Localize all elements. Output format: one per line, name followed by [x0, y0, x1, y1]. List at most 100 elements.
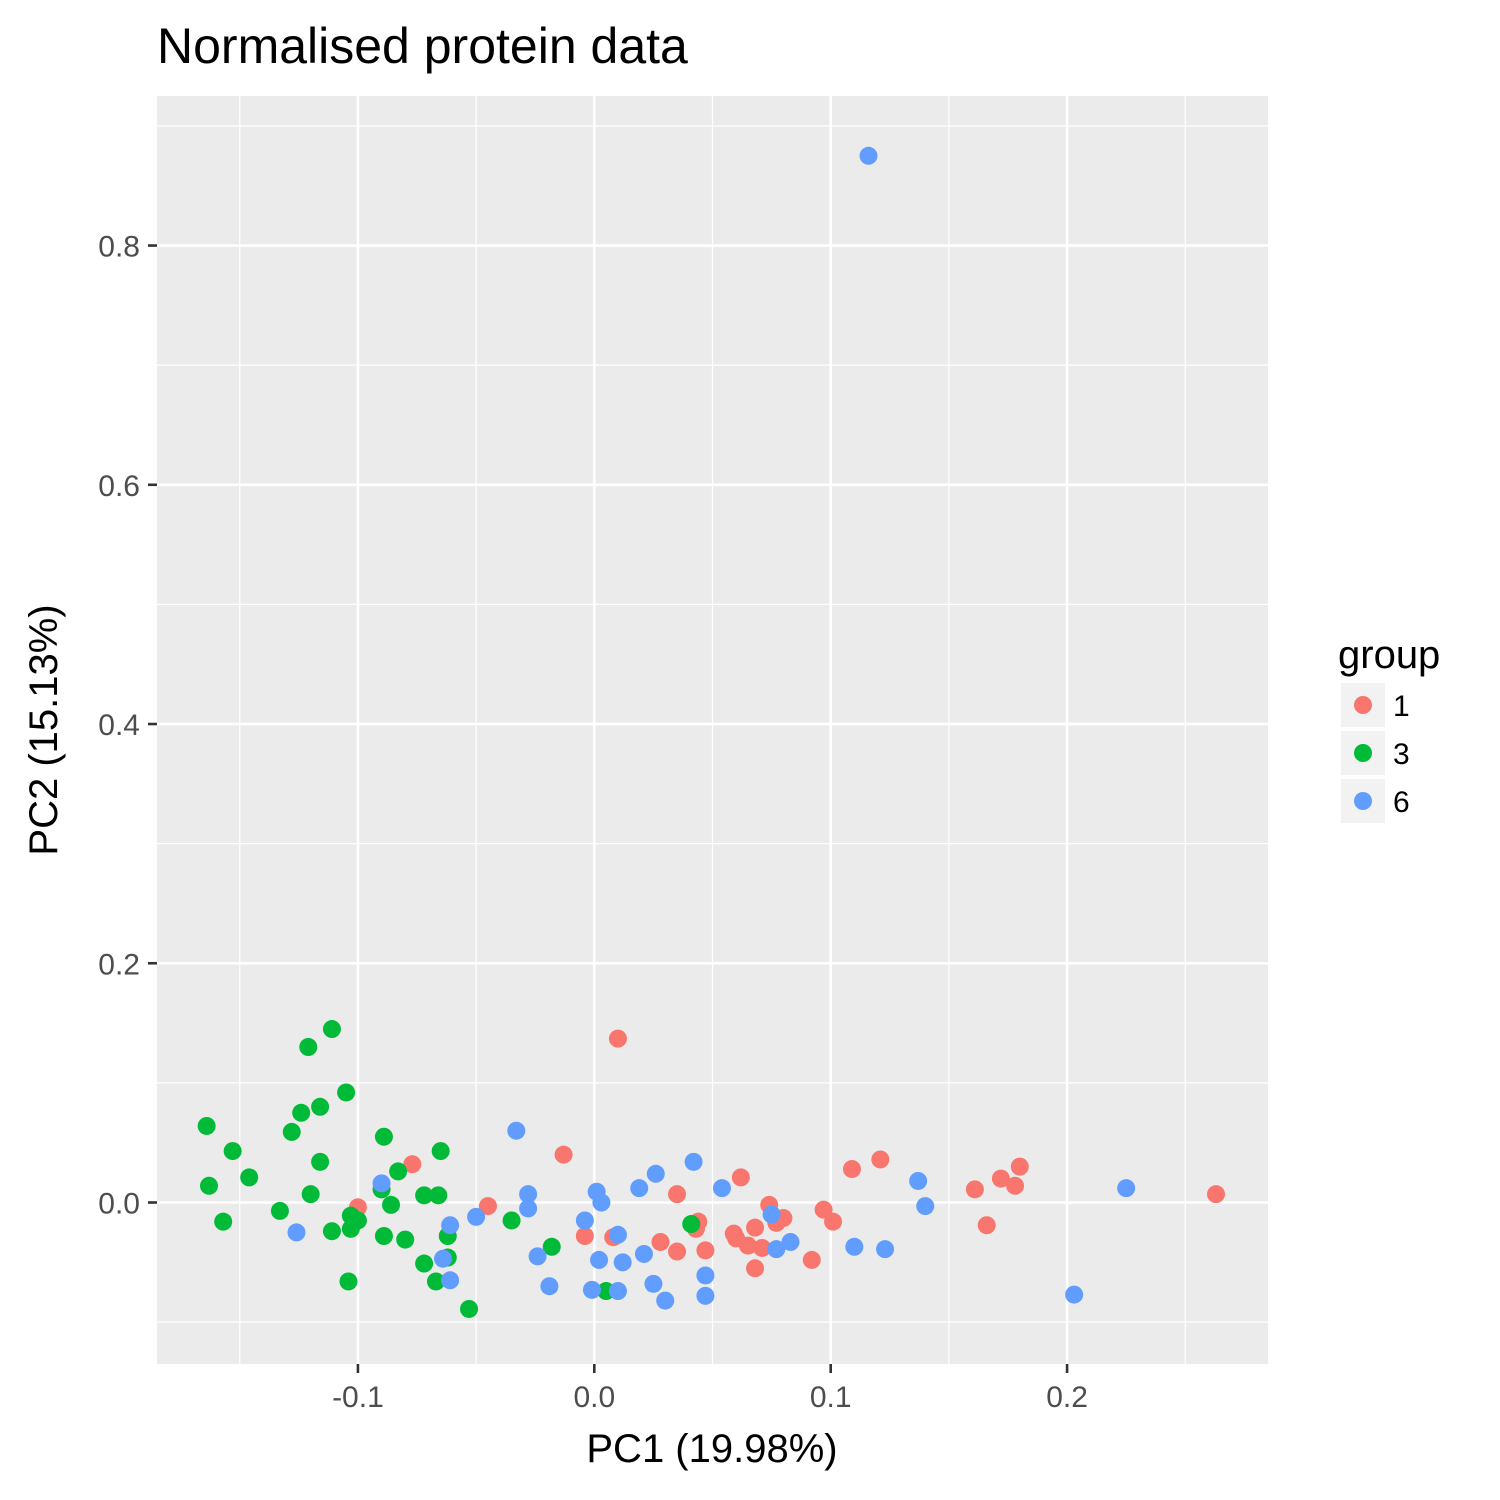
- data-point: [200, 1176, 219, 1195]
- data-point: [738, 1236, 757, 1255]
- data-point: [767, 1240, 786, 1259]
- data-point: [845, 1237, 864, 1256]
- data-point: [590, 1250, 609, 1269]
- series-1: [348, 1029, 1225, 1278]
- data-point: [575, 1227, 594, 1246]
- data-point: [311, 1152, 330, 1171]
- data-point: [753, 1238, 772, 1257]
- data-point: [871, 1150, 890, 1169]
- y-axis: 0.0 0.2 0.4 0.6 0.8: [98, 231, 157, 1221]
- data-point: [582, 1280, 601, 1299]
- data-point: [214, 1212, 233, 1231]
- data-point: [965, 1180, 984, 1199]
- data-point: [608, 1225, 627, 1244]
- data-point: [731, 1168, 750, 1187]
- data-point: [467, 1207, 486, 1226]
- data-point: [441, 1271, 460, 1290]
- legend: group 1 3 6: [1338, 633, 1440, 823]
- x-tick-label: -0.1: [332, 1381, 384, 1414]
- data-point: [668, 1242, 687, 1261]
- data-point: [1065, 1285, 1084, 1304]
- data-point: [876, 1240, 895, 1259]
- y-tick-label: 0.6: [98, 470, 140, 503]
- legend-label: 6: [1393, 786, 1410, 819]
- data-point: [592, 1193, 611, 1212]
- legend-key-dot: [1354, 696, 1372, 714]
- x-tick-label: 0.0: [573, 1381, 615, 1414]
- data-point: [630, 1179, 649, 1198]
- data-point: [540, 1277, 559, 1296]
- data-point: [372, 1174, 391, 1193]
- data-point: [507, 1121, 526, 1140]
- data-point: [502, 1211, 521, 1230]
- data-point: [429, 1186, 448, 1205]
- data-point: [1117, 1179, 1136, 1198]
- x-tick-label: 0.1: [810, 1381, 852, 1414]
- data-point: [460, 1299, 479, 1318]
- data-point: [696, 1241, 715, 1260]
- data-point: [441, 1216, 460, 1235]
- data-point: [337, 1083, 356, 1102]
- y-axis-title: PC2 (15.13%): [22, 604, 66, 855]
- grid-lines: [157, 96, 1268, 1364]
- data-point: [646, 1164, 665, 1183]
- data-point: [909, 1171, 928, 1190]
- x-tick-label: 0.2: [1046, 1381, 1088, 1414]
- data-point: [656, 1291, 675, 1310]
- data-point: [519, 1185, 538, 1204]
- data-point: [389, 1162, 408, 1181]
- data-point: [240, 1168, 259, 1187]
- data-point: [287, 1223, 306, 1242]
- data-point: [299, 1038, 318, 1056]
- data-point: [431, 1142, 450, 1161]
- data-point: [542, 1237, 561, 1256]
- data-point: [554, 1145, 573, 1164]
- data-point: [374, 1227, 393, 1246]
- data-point: [341, 1219, 360, 1238]
- data-point: [859, 146, 878, 165]
- x-axis: -0.1 0.0 0.1 0.2: [332, 1364, 1088, 1414]
- data-point: [668, 1185, 687, 1204]
- data-point: [781, 1232, 800, 1251]
- data-point: [396, 1230, 415, 1249]
- y-tick-label: 0.8: [98, 231, 140, 264]
- data-point: [403, 1155, 422, 1174]
- data-point: [282, 1122, 301, 1141]
- data-point: [916, 1197, 935, 1216]
- data-point: [434, 1249, 453, 1268]
- y-tick-label: 0.4: [98, 709, 140, 742]
- data-point: [528, 1247, 547, 1266]
- y-tick-label: 0.2: [98, 948, 140, 981]
- data-point: [977, 1216, 996, 1235]
- data-point: [1206, 1185, 1225, 1204]
- data-point: [426, 1272, 445, 1291]
- legend-label: 3: [1393, 738, 1410, 771]
- data-point: [270, 1201, 289, 1220]
- data-point: [824, 1212, 843, 1231]
- x-axis-title: PC1 (19.98%): [586, 1427, 837, 1471]
- data-point: [374, 1127, 393, 1146]
- data-point: [415, 1186, 434, 1205]
- data-point: [322, 1020, 341, 1039]
- data-point: [696, 1286, 715, 1305]
- data-point: [634, 1244, 653, 1263]
- data-point: [382, 1195, 401, 1214]
- data-point: [478, 1197, 497, 1216]
- data-point: [311, 1097, 330, 1116]
- data-point: [339, 1272, 358, 1291]
- data-point: [991, 1169, 1010, 1188]
- data-point: [1006, 1176, 1025, 1195]
- data-point: [322, 1222, 341, 1241]
- data-point: [575, 1211, 594, 1230]
- data-points: [197, 146, 1225, 1318]
- data-point: [712, 1179, 731, 1198]
- data-point: [696, 1266, 715, 1285]
- legend-key-dot: [1354, 744, 1372, 762]
- data-point: [746, 1259, 765, 1278]
- legend-items: 1 3 6: [1341, 683, 1410, 823]
- data-point: [842, 1160, 861, 1179]
- data-point: [802, 1250, 821, 1269]
- legend-title: group: [1338, 633, 1440, 677]
- data-point: [682, 1215, 701, 1234]
